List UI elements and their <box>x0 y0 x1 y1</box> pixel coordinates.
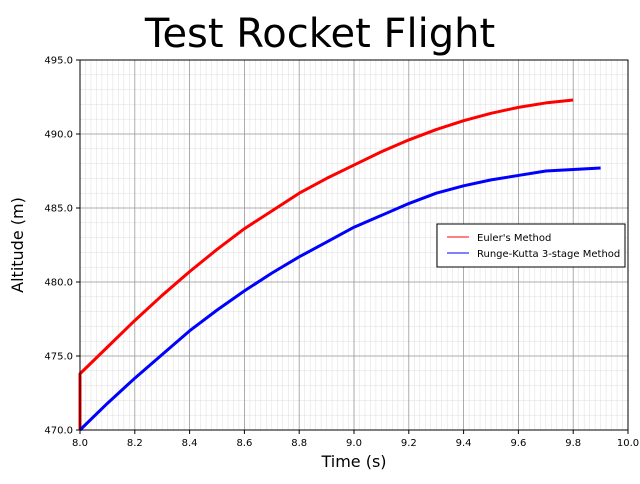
chart-title: Test Rocket Flight <box>144 11 495 57</box>
x-tick-label: 9.2 <box>401 438 417 449</box>
x-tick-label: 9.4 <box>456 438 472 449</box>
series-line-runge-kutta <box>78 166 601 432</box>
y-tick-label: 490.0 <box>44 130 73 141</box>
x-tick-label: 10.0 <box>617 438 639 449</box>
x-tick-label: 8.4 <box>182 438 198 449</box>
x-tick-label: 8.8 <box>291 438 307 449</box>
x-tick-label: 9.6 <box>510 438 526 449</box>
x-tick-label: 8.2 <box>127 438 143 449</box>
series-layer <box>78 98 601 432</box>
legend-label-euler: Euler's Method <box>477 233 551 244</box>
x-tick-label: 8.6 <box>236 438 252 449</box>
legend-label-runge-kutta: Runge-Kutta 3-stage Method <box>477 249 620 260</box>
x-tick-label: 8.0 <box>72 438 88 449</box>
x-axis-label: Time (s) <box>320 452 386 471</box>
y-axis-ticks: 470.0 475.0 480.0 485.0 490.0 495.0 <box>44 56 80 437</box>
series-line-euler <box>78 98 574 430</box>
x-tick-label: 9.8 <box>565 438 581 449</box>
x-tick-label: 9.0 <box>346 438 362 449</box>
y-tick-label: 480.0 <box>44 278 73 289</box>
legend: Euler's Method Runge-Kutta 3-stage Metho… <box>436 223 626 268</box>
y-tick-label: 485.0 <box>44 204 73 215</box>
y-tick-label: 495.0 <box>44 56 73 67</box>
y-tick-label: 475.0 <box>44 352 73 363</box>
x-axis-ticks: 8.0 8.2 8.4 8.6 8.8 9.0 9.2 9.4 9.6 9.8 10.0 <box>72 430 639 449</box>
y-axis-label: Altitude (m) <box>8 197 27 293</box>
y-tick-label: 470.0 <box>44 426 73 437</box>
legend-box <box>436 223 626 268</box>
